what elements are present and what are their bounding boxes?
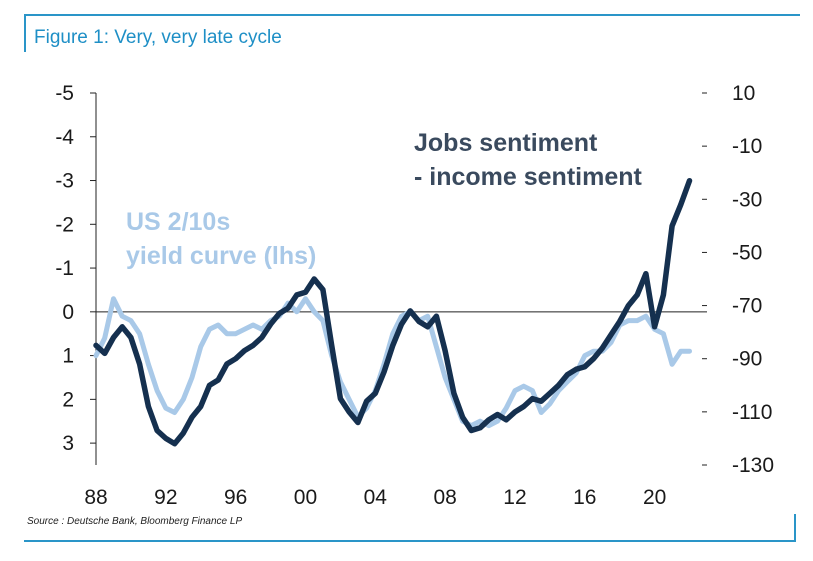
source-note: Source : Deutsche Bank, Bloomberg Financ… [27, 516, 243, 527]
left-axis-tick-label: -5 [55, 82, 74, 105]
bottom-border [24, 540, 796, 542]
figure-title: Figure 1: Very, very late cycle [34, 27, 282, 48]
x-axis-tick-label: 20 [643, 486, 666, 509]
right-axis-tick-label: -10 [732, 135, 762, 158]
top-border [24, 14, 800, 16]
right-axis-tick-label: 10 [732, 82, 755, 105]
right-axis-tick-label: -110 [732, 401, 772, 424]
left-axis-tick-label: -3 [55, 170, 74, 193]
left-axis-tick-label: 1 [62, 345, 74, 368]
x-axis-tick-label: 88 [84, 486, 107, 509]
left-axis-tick-label: -2 [55, 213, 74, 236]
left-axis-tick-label: -4 [55, 126, 74, 149]
light-series-label-line-1: US 2/10s [126, 208, 230, 236]
light-series-label-line-2: yield curve (lhs) [126, 242, 316, 270]
line-chart: -5-4-3-2-1012310-10-30-50-70-90-110-1308… [55, 82, 774, 509]
right-border-accent [794, 514, 796, 542]
left-border-accent [24, 14, 26, 52]
left-axis-tick-label: -1 [55, 257, 74, 280]
right-axis-tick-label: -30 [732, 188, 762, 211]
dark-series-label-line-1: Jobs sentiment [414, 129, 598, 157]
right-axis-tick-label: -50 [732, 241, 762, 264]
axes-group: -5-4-3-2-1012310-10-30-50-70-90-110-1308… [55, 82, 774, 509]
left-axis-tick-label: 0 [62, 301, 74, 324]
x-axis-tick-label: 96 [224, 486, 247, 509]
right-axis-tick-label: -90 [732, 348, 762, 371]
dark-series-label-line-2: - income sentiment [414, 163, 642, 191]
jobs-income-sentiment-series-line [93, 177, 693, 447]
right-axis-tick-label: -130 [732, 454, 774, 477]
right-axis-tick-label: -70 [732, 295, 762, 318]
x-axis-tick-label: 12 [503, 486, 526, 509]
left-axis-tick-label: 3 [62, 432, 74, 455]
x-axis-tick-label: 04 [364, 486, 388, 509]
yield-curve-series-line [93, 296, 692, 429]
x-axis-tick-label: 92 [154, 486, 177, 509]
x-axis-tick-label: 16 [573, 486, 596, 509]
series-layer [93, 177, 693, 447]
x-axis-tick-label: 08 [433, 486, 456, 509]
x-axis-tick-label: 00 [294, 486, 317, 509]
left-axis-tick-label: 2 [62, 388, 74, 411]
